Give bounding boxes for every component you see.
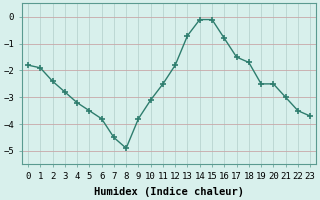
- X-axis label: Humidex (Indice chaleur): Humidex (Indice chaleur): [94, 186, 244, 197]
